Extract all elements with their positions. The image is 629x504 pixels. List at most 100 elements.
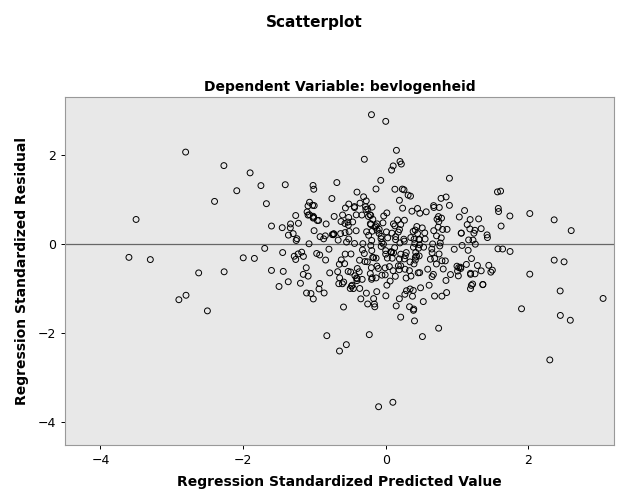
Point [309, 185, 319, 193]
Point [343, 213, 353, 221]
Point [426, 245, 437, 253]
Point [465, 269, 476, 277]
Point [303, 272, 313, 280]
Point [390, 222, 400, 230]
Point [559, 258, 569, 266]
Point [329, 230, 339, 238]
Point [291, 236, 301, 244]
Point [367, 246, 377, 255]
Point [260, 244, 270, 253]
Point [413, 244, 423, 253]
Point [382, 209, 392, 217]
Point [365, 220, 376, 228]
Point [376, 235, 386, 243]
Point [308, 212, 318, 220]
Point [352, 277, 362, 285]
Point [421, 208, 431, 216]
Point [413, 205, 423, 213]
Point [327, 230, 337, 238]
Point [346, 268, 356, 276]
Point [389, 249, 399, 257]
Point [367, 236, 377, 244]
Point [394, 225, 404, 233]
Point [463, 246, 473, 255]
Point [357, 246, 367, 254]
Point [388, 398, 398, 406]
Point [367, 203, 377, 211]
Point [298, 253, 308, 261]
Point [286, 220, 296, 228]
Point [363, 205, 373, 213]
Point [359, 155, 369, 163]
Point [376, 242, 386, 250]
Point [283, 278, 293, 286]
Point [366, 264, 376, 272]
Point [361, 206, 371, 214]
Point [297, 248, 307, 256]
Point [398, 204, 408, 212]
Point [388, 162, 398, 170]
Point [389, 220, 399, 228]
Point [430, 292, 440, 300]
Point [393, 228, 403, 236]
Point [457, 241, 467, 249]
Point [493, 188, 503, 196]
Point [370, 303, 380, 311]
Point [340, 228, 350, 236]
Point [352, 275, 362, 283]
Point [413, 229, 423, 237]
Point [399, 235, 409, 243]
Point [365, 270, 376, 278]
Point [406, 272, 416, 280]
Point [437, 234, 447, 242]
Point [465, 285, 476, 293]
Point [396, 250, 406, 258]
Point [415, 269, 425, 277]
Point [351, 227, 361, 235]
Point [327, 195, 337, 203]
Point [249, 255, 259, 263]
Point [461, 261, 471, 269]
Point [343, 268, 353, 276]
Point [370, 223, 380, 231]
Point [304, 211, 314, 219]
Point [359, 193, 369, 201]
Point [293, 250, 303, 258]
Point [467, 255, 477, 263]
Point [418, 297, 428, 305]
Point [308, 201, 318, 209]
Point [431, 260, 442, 268]
Point [400, 265, 410, 273]
Point [343, 221, 353, 229]
Point [390, 185, 400, 193]
Point [309, 202, 319, 210]
Point [396, 221, 406, 229]
Point [431, 232, 442, 240]
Point [441, 193, 451, 201]
Point [382, 234, 392, 242]
Point [338, 303, 348, 311]
Point [420, 235, 430, 243]
Point [376, 232, 386, 240]
Point [278, 267, 288, 275]
Point [452, 267, 462, 275]
Point [362, 258, 372, 266]
Point [399, 186, 409, 194]
Point [343, 200, 353, 208]
Point [289, 252, 299, 260]
Point [410, 253, 420, 261]
Point [391, 302, 401, 310]
Point [364, 331, 374, 339]
Point [340, 219, 350, 227]
Point [351, 211, 361, 219]
Point [399, 237, 409, 245]
Point [314, 251, 325, 259]
Point [409, 317, 420, 325]
Point [441, 276, 451, 284]
Point [335, 347, 345, 355]
Point [437, 257, 447, 265]
Point [389, 243, 399, 251]
Point [391, 146, 401, 154]
Point [545, 356, 555, 364]
Point [394, 255, 404, 263]
